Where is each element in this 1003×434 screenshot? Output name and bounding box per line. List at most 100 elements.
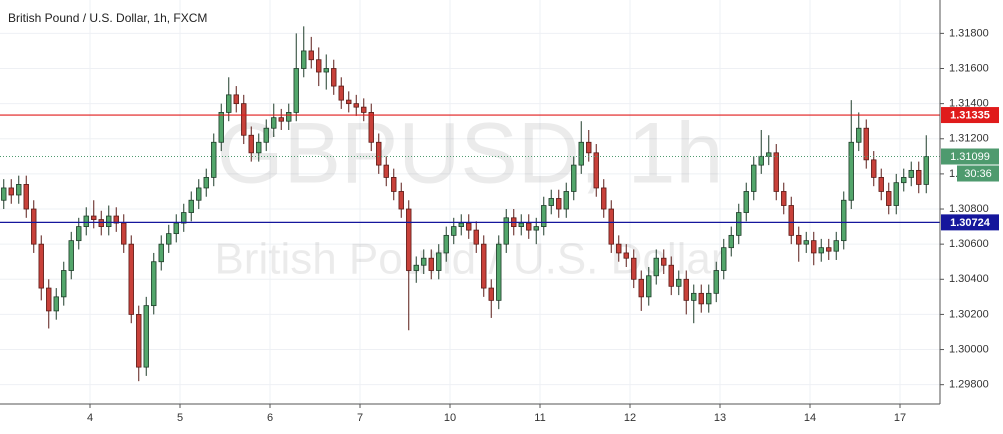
y-tick-label: 1.31200: [949, 133, 989, 145]
candle-body: [211, 141, 217, 178]
candle-body: [586, 141, 592, 154]
candle-body: [886, 191, 892, 206]
candle-body: [871, 159, 877, 178]
candle-body: [578, 141, 584, 166]
y-tick-label: 1.30800: [949, 203, 989, 215]
candle-body: [173, 222, 179, 235]
candle-body: [443, 234, 449, 254]
candle-body: [316, 59, 322, 73]
candles: [1, 26, 929, 382]
candle-body: [31, 208, 37, 245]
candle-body: [106, 215, 112, 227]
candle-body: [46, 287, 52, 312]
candle-body: [323, 68, 329, 73]
candle-body: [541, 205, 547, 227]
candle-body: [128, 243, 134, 315]
candle-body: [473, 229, 479, 245]
countdown-box: [957, 165, 999, 182]
candle-body: [121, 222, 127, 245]
candle-body: [361, 106, 367, 113]
candle-body: [301, 50, 307, 69]
countdown-label: 30:36: [964, 168, 992, 180]
candle-body: [271, 117, 277, 129]
candle-body: [196, 187, 202, 201]
candle-body: [383, 164, 389, 178]
candle-body: [458, 222, 464, 227]
candle-body: [818, 247, 824, 254]
price-label: 1.30724: [950, 217, 991, 229]
candle-body: [503, 217, 509, 245]
candle-body: [496, 243, 502, 301]
candle-body: [151, 261, 157, 307]
candle-body: [346, 99, 352, 105]
candle-body: [376, 141, 382, 166]
x-tick-label: 12: [624, 412, 636, 424]
candle-body: [676, 278, 682, 287]
watermark-subtitle: British Pound / U.S. Dollar: [214, 235, 725, 284]
candle-body: [286, 112, 292, 122]
y-tick-label: 1.30400: [949, 273, 989, 285]
candle-body: [548, 198, 554, 206]
candle-body: [788, 205, 794, 236]
candle-body: [61, 270, 67, 298]
candle-body: [878, 177, 884, 192]
candle-body: [518, 222, 524, 227]
candle-body: [413, 264, 419, 271]
candle-body: [713, 270, 719, 294]
candle-body: [556, 198, 562, 210]
candle-body: [451, 226, 457, 236]
candle-body: [248, 134, 254, 154]
last-price-label: 1.31099: [950, 151, 990, 163]
candle-body: [308, 50, 314, 61]
candle-body: [848, 141, 854, 201]
candle-body: [113, 215, 119, 224]
candle-body: [526, 222, 532, 231]
candle-body: [863, 127, 869, 161]
candle-body: [706, 292, 712, 305]
price-label-box: [941, 107, 999, 124]
candle-body: [68, 240, 74, 271]
candle-body: [368, 112, 374, 143]
y-tick-label: 1.30000: [949, 343, 989, 355]
candle-body: [166, 233, 172, 245]
y-tick-label: 1.31600: [949, 62, 989, 74]
candle-body: [293, 68, 299, 113]
candle-body: [488, 287, 494, 301]
candle-body: [241, 103, 247, 136]
candle-body: [811, 240, 817, 254]
candle-body: [736, 212, 742, 236]
candle-body: [638, 278, 644, 298]
candle-body: [608, 208, 614, 245]
candle-body: [353, 103, 359, 108]
y-tick-label: 1.29800: [949, 379, 989, 391]
candle-body: [143, 305, 149, 368]
candle-body: [833, 240, 839, 252]
candle-body: [728, 234, 734, 249]
candle-body: [23, 184, 29, 210]
x-tick-label: 10: [444, 412, 456, 424]
x-tick-label: 11: [534, 412, 545, 424]
candle-body: [803, 240, 809, 245]
candle-body: [923, 156, 929, 185]
candle-body: [181, 212, 187, 224]
last-price-box: [941, 148, 999, 165]
candle-body: [533, 226, 539, 231]
candle-body: [203, 177, 209, 189]
candle-body: [136, 314, 142, 368]
candle-body: [188, 199, 194, 213]
candle-body: [841, 199, 847, 242]
candle-body: [721, 247, 727, 271]
candle-body: [76, 226, 82, 242]
candle-body: [796, 234, 802, 245]
candle-body: [653, 257, 659, 277]
candle-body: [661, 257, 667, 266]
candle-body: [428, 257, 434, 271]
candle-body: [16, 184, 22, 196]
candle-body: [668, 264, 674, 287]
candle-body: [233, 94, 239, 105]
candle-body: [826, 247, 832, 252]
price-label-box: [941, 214, 999, 231]
candle-body: [773, 152, 779, 192]
candle-body: [616, 243, 622, 254]
